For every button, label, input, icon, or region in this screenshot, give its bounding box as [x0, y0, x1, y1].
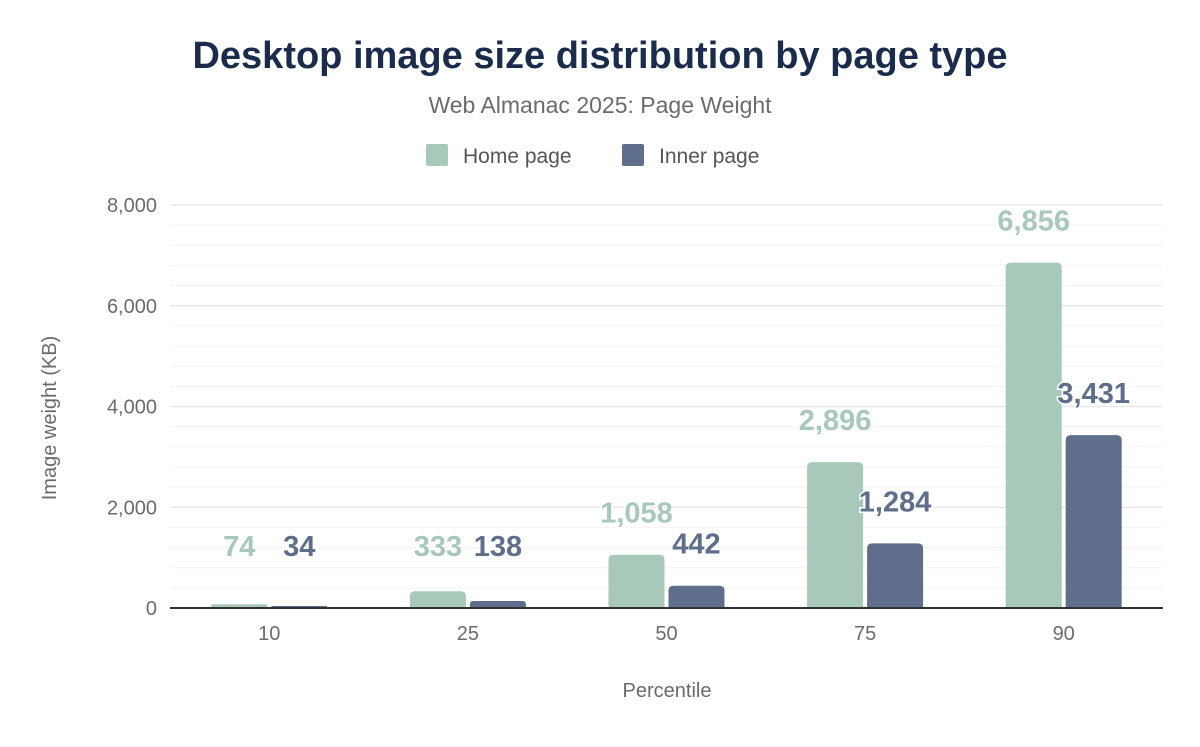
legend-swatch [622, 144, 644, 166]
data-label: 442 [672, 529, 720, 561]
bar-inner-page [1065, 435, 1122, 608]
legend-label: Home page [463, 145, 572, 168]
legend: Home page Inner page [426, 144, 759, 168]
data-label: 74 [223, 531, 255, 563]
data-label: 6,856 [997, 206, 1070, 238]
y-tick-label: 0 [146, 598, 157, 620]
data-label: 1,058 [600, 498, 673, 530]
x-tick-label: 10 [258, 623, 280, 645]
chart-title: Desktop image size distribution by page … [192, 35, 1007, 77]
legend-swatch [426, 144, 448, 166]
y-tick-label: 8,000 [107, 195, 157, 217]
x-tick-label: 50 [655, 623, 677, 645]
data-label: 2,896 [799, 405, 872, 437]
y-axis-ticks: 0 2,000 4,000 6,000 8,000 [107, 195, 157, 620]
y-tick-label: 6,000 [107, 296, 157, 318]
bar-home-page [1005, 262, 1062, 608]
data-label: 1,284 [859, 486, 932, 518]
bar-inner-page [867, 543, 924, 608]
bar-inner-page [469, 601, 526, 608]
data-label: 3,431 [1057, 378, 1130, 410]
data-label: 34 [283, 531, 315, 563]
x-tick-label: 25 [457, 623, 479, 645]
x-tick-label: 75 [854, 623, 876, 645]
data-label: 333 [414, 531, 462, 563]
y-axis-label: Image weight (KB) [39, 336, 61, 501]
bar-home-page [807, 462, 864, 608]
chart-subtitle: Web Almanac 2025: Page Weight [428, 92, 772, 118]
bar-inner-page [668, 585, 725, 608]
bars [211, 262, 1122, 608]
x-tick-label: 90 [1053, 623, 1075, 645]
y-tick-label: 2,000 [107, 497, 157, 519]
x-axis-ticks: 10 25 50 75 90 [258, 623, 1075, 645]
y-tick-label: 4,000 [107, 397, 157, 419]
data-label: 138 [474, 531, 522, 563]
bar-home-page [409, 591, 466, 608]
legend-label: Inner page [659, 145, 759, 168]
x-axis-label: Percentile [623, 680, 712, 702]
bar-home-page [608, 554, 665, 608]
gridlines [170, 204, 1163, 589]
